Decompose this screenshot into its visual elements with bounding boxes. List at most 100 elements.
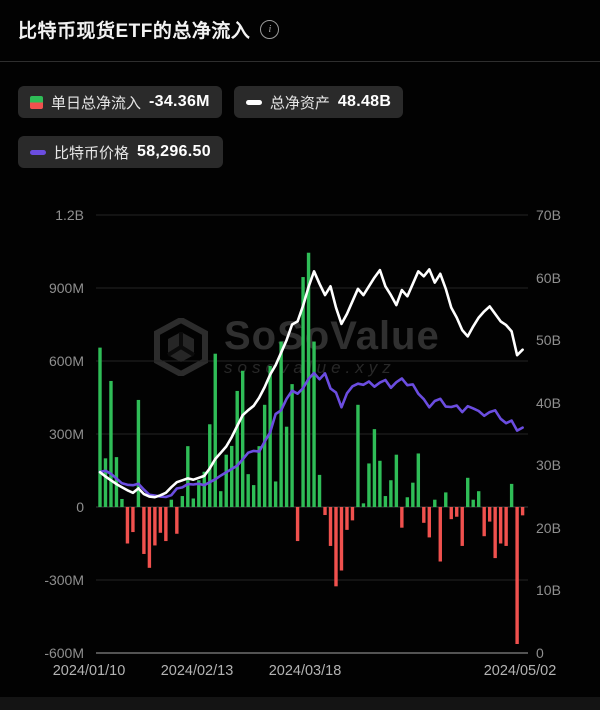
daily-net-inflow-bar (400, 507, 404, 528)
daily-net-inflow-bar (131, 507, 135, 533)
daily-net-inflow-bar (240, 370, 245, 507)
daily-net-inflow-bar (476, 491, 481, 507)
daily-net-inflow-bar (433, 499, 437, 507)
legend-label: 单日总净流入 (51, 94, 142, 112)
daily-net-inflow-bar (394, 454, 399, 507)
daily-net-inflow-bar (416, 453, 421, 507)
daily-net-inflow-bar (438, 507, 442, 562)
daily-net-inflow-bar (268, 365, 272, 507)
bar-series-marker-icon (30, 95, 43, 109)
daily-net-inflow-bar (114, 457, 119, 507)
x-axis-date-label: 2024/01/10 (52, 663, 126, 679)
info-icon[interactable]: i (260, 20, 280, 39)
legend-row-1: 单日总净流入 -34.36M 总净资产 48.48B (18, 86, 404, 118)
left-axis-tick-label: 600M (48, 353, 84, 369)
daily-net-inflow-bar (246, 474, 250, 507)
legend-item-total-net-assets[interactable]: 总净资产 48.48B (233, 86, 404, 118)
daily-net-inflow-bar (262, 404, 267, 507)
right-axis-tick-label: 70B (536, 207, 561, 223)
daily-net-inflow-bar (466, 477, 470, 507)
daily-net-inflow-bar (328, 507, 333, 546)
daily-net-inflow-bar (109, 380, 113, 507)
daily-net-inflow-bar (158, 507, 163, 533)
daily-net-inflow-bar (125, 507, 130, 544)
daily-net-inflow-bar (164, 507, 168, 542)
daily-net-inflow-bar (520, 507, 525, 516)
daily-net-inflow-bar (98, 347, 102, 507)
daily-net-inflow-bar (235, 390, 239, 507)
daily-net-inflow-bar (284, 426, 289, 507)
left-axis-tick-label: 1.2B (55, 207, 84, 223)
legend-label: 总净资产 (269, 94, 330, 112)
daily-net-inflow-bar (295, 507, 300, 542)
daily-net-inflow-bar (405, 497, 410, 507)
left-axis-tick-label: -600M (44, 645, 84, 661)
page-title: 比特币现货ETF的总净流入 (18, 21, 251, 42)
daily-net-inflow-bar (460, 507, 464, 546)
daily-net-inflow-bar (147, 507, 152, 568)
daily-net-inflow-bar (219, 491, 223, 507)
right-axis-tick-label: 40B (536, 394, 561, 411)
daily-net-inflow-bar (378, 460, 382, 507)
daily-net-inflow-bar (427, 507, 431, 538)
daily-net-inflow-bar (504, 507, 508, 546)
legend-item-btc-price[interactable]: 比特币价格 58,296.50 (18, 136, 223, 168)
daily-net-inflow-bar (487, 507, 492, 522)
daily-net-inflow-bar (257, 446, 261, 507)
daily-net-inflow-bar (191, 498, 196, 507)
daily-net-inflow-bar (230, 445, 234, 507)
daily-net-inflow-bar (411, 482, 415, 507)
left-axis-tick-label: 300M (48, 426, 84, 442)
daily-net-inflow-bar (339, 507, 344, 571)
right-axis-tick-label: 0 (536, 645, 544, 661)
daily-net-inflow-bar (361, 503, 366, 507)
daily-net-inflow-bar (279, 341, 283, 507)
legend-value: -34.36M (149, 93, 210, 110)
daily-net-inflow-bar (356, 404, 360, 507)
header-divider (0, 61, 600, 62)
daily-net-inflow-bar (509, 483, 514, 507)
x-axis-date-label: 2024/05/02 (483, 663, 557, 679)
daily-net-inflow-bar (153, 507, 157, 546)
daily-net-inflow-bar (224, 454, 228, 507)
left-axis-tick-label: 0 (76, 499, 84, 515)
daily-net-inflow-bar (455, 507, 459, 517)
daily-net-inflow-bar (444, 492, 448, 507)
daily-net-inflow-bar (312, 341, 316, 507)
daily-net-inflow-bar (317, 474, 322, 507)
daily-net-inflow-bar (197, 480, 201, 507)
btc-price-line (98, 371, 524, 499)
legend-item-daily-net-inflow[interactable]: 单日总净流入 -34.36M (18, 86, 222, 118)
right-axis-tick-label: 50B (536, 332, 561, 349)
daily-net-inflow-bar (186, 446, 190, 507)
right-axis-tick-label: 60B (536, 269, 561, 286)
right-axis-tick-label: 30B (536, 457, 561, 474)
x-axis-date-label: 2024/02/13 (160, 663, 234, 679)
daily-net-inflow-bar (372, 429, 377, 507)
daily-net-inflow-bar (120, 498, 124, 507)
daily-net-inflow-bar (515, 507, 519, 644)
daily-net-inflow-bar (273, 481, 278, 507)
right-axis-tick-label: 10B (536, 582, 561, 599)
footer-strip (0, 697, 600, 710)
daily-net-inflow-bar (482, 507, 486, 537)
legend-value: 48.48B (337, 93, 392, 110)
daily-net-inflow-bar (175, 507, 179, 534)
daily-net-inflow-bar (422, 507, 426, 523)
daily-net-inflow-bar (301, 277, 305, 507)
left-axis-tick-label: 900M (48, 280, 84, 296)
total-net-assets-line (98, 268, 524, 499)
daily-net-inflow-bar (213, 353, 217, 507)
legend-value: 58,296.50 (137, 143, 211, 160)
daily-net-inflow-bar (180, 496, 185, 507)
legend-row-2: 比特币价格 58,296.50 (18, 136, 223, 168)
price-line-marker-icon (30, 149, 46, 155)
daily-net-inflow-bar (142, 507, 146, 554)
daily-net-inflow-bar (103, 458, 108, 507)
x-axis-date-label: 2024/03/18 (268, 663, 342, 679)
right-axis-tick-label: 20B (536, 519, 561, 536)
daily-net-inflow-bar (290, 384, 294, 507)
daily-net-inflow-bar (323, 507, 327, 516)
